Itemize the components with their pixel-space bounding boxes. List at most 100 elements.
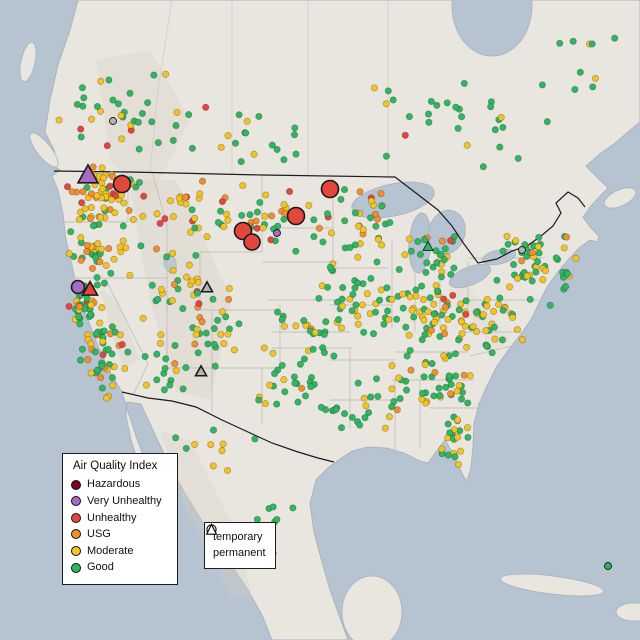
station-dot-moderate — [87, 340, 95, 348]
station-dot-moderate — [224, 330, 232, 338]
station-dot-usg — [105, 244, 113, 253]
station-dot-unhealthy — [77, 125, 85, 133]
station-dot-good — [107, 269, 115, 277]
station-dot-moderate — [153, 210, 161, 218]
station-dot-moderate — [93, 192, 101, 200]
land-mainland — [44, 0, 640, 640]
station-dot-moderate — [169, 266, 177, 275]
station-dot-moderate — [408, 306, 416, 314]
station-dot-good — [460, 79, 468, 87]
station-dot-good — [144, 99, 152, 107]
station-dot-good — [479, 163, 487, 171]
station-dot-moderate — [194, 278, 202, 286]
station-dot-moderate — [456, 447, 465, 455]
station-dot-good — [421, 236, 429, 244]
station-dot-good — [163, 253, 171, 261]
station-dot-moderate — [261, 400, 269, 408]
station-dot-good — [67, 228, 75, 236]
station-dot-moderate — [102, 261, 110, 270]
station-dot-good — [194, 289, 202, 297]
station-dot-moderate — [87, 369, 95, 377]
temporary-station-marker-unhealthy — [112, 174, 132, 194]
station-dot-good — [455, 336, 463, 344]
station-dot-good — [91, 348, 99, 356]
station-dot-usg — [125, 206, 133, 215]
station-dot-moderate — [374, 235, 382, 243]
station-dot-moderate — [509, 313, 517, 322]
station-dot-moderate — [450, 426, 458, 434]
station-dot-usg — [225, 295, 233, 303]
station-dot-good — [458, 113, 466, 121]
station-dot-good — [104, 345, 112, 353]
aqi-swatch-icon — [71, 496, 81, 507]
station-dot-good — [222, 313, 230, 321]
station-dot-good — [407, 247, 415, 255]
station-dot-good — [292, 247, 300, 255]
station-dot-usg — [86, 214, 94, 223]
station-dot-moderate — [186, 228, 195, 236]
station-type-legend: temporary permanent — [204, 522, 276, 570]
station-dot-good — [154, 139, 162, 147]
station-dot-unhealthy — [106, 182, 114, 190]
islands — [19, 41, 640, 640]
station-dot-moderate — [98, 164, 106, 172]
station-dot-good — [291, 379, 299, 387]
station-dot-moderate — [139, 212, 147, 220]
station-dot-good — [216, 207, 225, 215]
station-dot-moderate — [156, 339, 164, 347]
station-dot-good — [388, 403, 396, 411]
aqi-swatch-icon — [71, 479, 81, 490]
station-dot-good — [280, 215, 288, 223]
legend-item-moderate: Moderate — [71, 545, 168, 558]
station-dot-good — [457, 395, 466, 403]
station-dot-good — [514, 154, 522, 162]
station-dot-moderate — [513, 326, 521, 334]
station-dot-moderate — [412, 292, 420, 300]
station-dot-moderate — [266, 381, 274, 389]
station-dot-moderate — [225, 284, 233, 293]
station-dot-good — [315, 294, 323, 302]
station-dot-moderate — [513, 274, 522, 282]
station-dot-good — [446, 429, 454, 437]
station-dot-good — [380, 320, 388, 328]
station-dot-moderate — [107, 196, 115, 204]
station-dot-moderate — [473, 328, 481, 336]
station-dot-good — [430, 392, 438, 400]
station-dot-moderate — [99, 337, 107, 346]
station-dot-moderate — [168, 297, 176, 305]
station-dot-good — [464, 399, 472, 407]
station-dot-moderate — [381, 424, 389, 432]
temporary-station-marker-na — [109, 117, 117, 125]
station-dot-good — [93, 366, 101, 374]
station-dot-moderate — [119, 237, 127, 245]
station-dot-usg — [171, 360, 179, 368]
station-dot-good — [160, 386, 168, 394]
station-dot-moderate — [217, 143, 225, 151]
station-dot-usg — [76, 303, 84, 311]
station-dot-good — [374, 392, 382, 400]
station-dot-good — [424, 110, 433, 118]
station-dot-good — [399, 304, 407, 312]
station-dot-good — [499, 123, 507, 131]
station-legend-items: temporary permanent — [205, 523, 266, 559]
station-dot-good — [76, 320, 84, 328]
station-dot-moderate — [191, 440, 199, 448]
station-dot-good — [269, 503, 277, 511]
province-borders — [149, 0, 389, 178]
station-dot-moderate — [523, 272, 531, 280]
aqi-swatch-icon — [71, 546, 81, 557]
station-dot-good — [346, 243, 354, 252]
station-dot-moderate — [103, 394, 111, 402]
station-dot-good — [255, 396, 263, 404]
station-dot-good — [174, 285, 182, 293]
station-dot-moderate — [311, 328, 319, 337]
station-dot-good — [111, 328, 119, 336]
station-dot-good — [414, 238, 422, 246]
station-dot-good — [450, 264, 458, 272]
station-dot-good — [412, 286, 420, 294]
station-dot-moderate — [77, 234, 85, 242]
station-dot-moderate — [183, 273, 191, 281]
station-dot-moderate — [182, 200, 190, 208]
station-dot-moderate — [126, 271, 134, 279]
